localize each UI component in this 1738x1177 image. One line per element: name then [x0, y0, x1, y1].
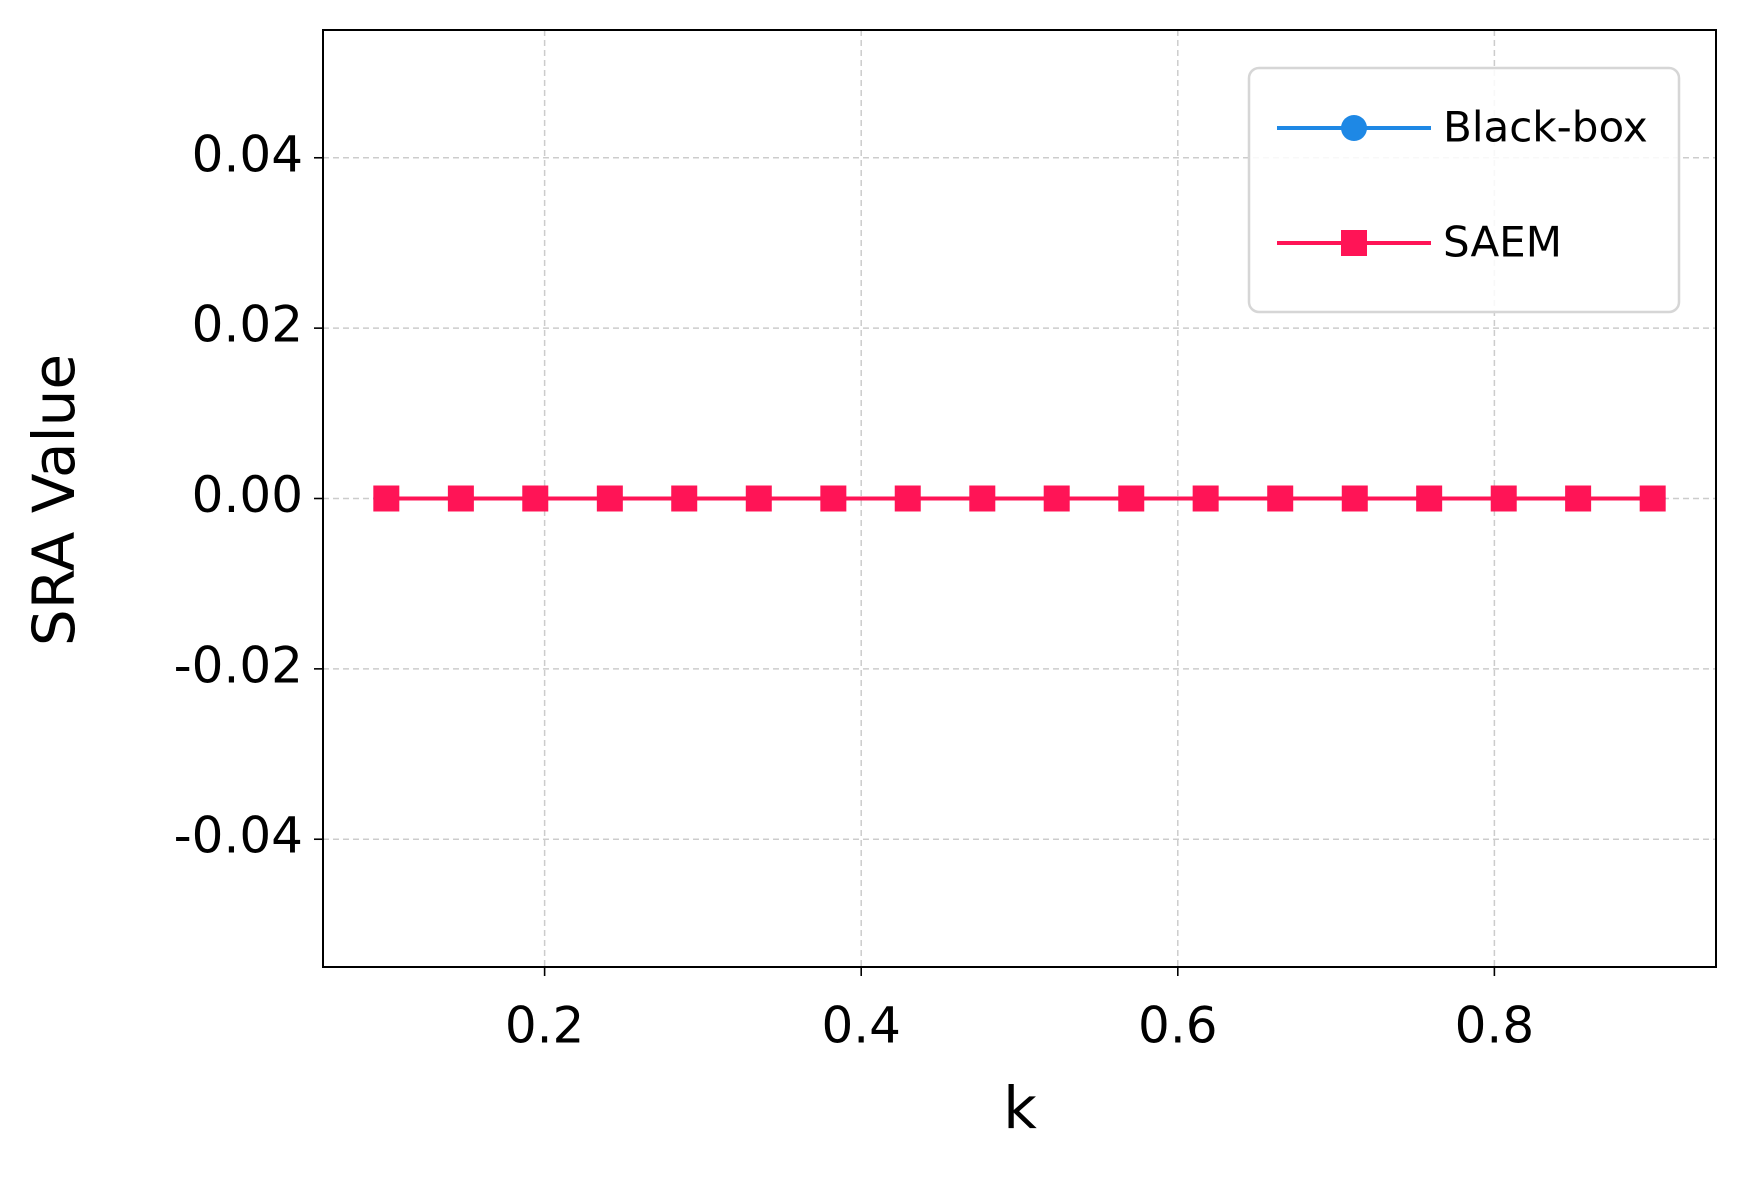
legend-label: Black-box: [1443, 103, 1648, 152]
x-tick-label: 0.2: [505, 997, 585, 1055]
data-point: [373, 485, 400, 512]
data-point: [447, 485, 474, 512]
data-point: [969, 485, 996, 512]
data-point: [1639, 485, 1666, 512]
y-tick-label: -0.04: [174, 807, 303, 865]
data-point: [1490, 485, 1517, 512]
x-tick-label: 0.6: [1138, 997, 1218, 1055]
x-tick-label: 0.4: [821, 997, 901, 1055]
data-point: [1565, 485, 1592, 512]
legend-marker: [1341, 230, 1367, 256]
data-point: [1043, 485, 1070, 512]
data-point: [1267, 485, 1294, 512]
y-axis-label: SRA Value: [20, 354, 88, 646]
y-tick-label: 0.04: [192, 125, 303, 183]
legend-label: SAEM: [1443, 218, 1562, 267]
data-point: [894, 485, 921, 512]
data-point: [1192, 485, 1219, 512]
data-point: [745, 485, 772, 512]
y-tick-label: 0.00: [192, 466, 303, 524]
plot-frame: [322, 29, 1717, 968]
data-point: [522, 485, 549, 512]
data-point: [1118, 485, 1145, 512]
legend-marker: [1341, 115, 1367, 141]
data-point: [1416, 485, 1443, 512]
y-tick-label: 0.02: [192, 296, 303, 354]
y-tick-label: -0.02: [174, 636, 303, 694]
x-tick-label: 0.8: [1455, 997, 1535, 1055]
x-axis-label: k: [1003, 1074, 1037, 1142]
data-point: [671, 485, 698, 512]
data-point: [1341, 485, 1368, 512]
data-point: [820, 485, 847, 512]
data-point: [596, 485, 623, 512]
